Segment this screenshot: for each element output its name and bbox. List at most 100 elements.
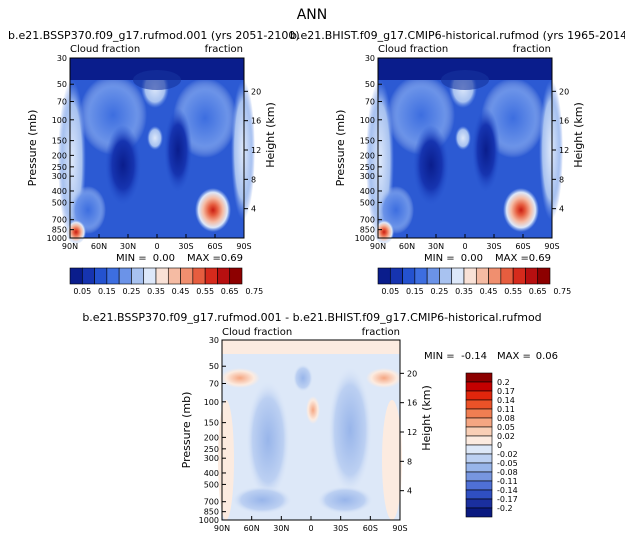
y-tick-label: 300	[360, 172, 375, 181]
y-tick-label: 150	[204, 419, 219, 428]
x-tick-label: 30N	[120, 242, 136, 251]
colorbar-swatch	[414, 267, 428, 285]
colorbar-swatch	[451, 267, 465, 285]
y-tick-label: 500	[52, 198, 67, 207]
cloud-fraction-label: Cloud fraction	[70, 44, 140, 55]
colorbar-label: 0.05	[381, 287, 399, 296]
y-tick-label: 850	[360, 226, 375, 235]
colorbar-swatch	[217, 267, 231, 285]
x-tick-label: 90S	[236, 242, 251, 251]
y-tick-label: 300	[52, 172, 67, 181]
colorbar-swatch	[131, 267, 145, 285]
max-label: MAX =	[495, 253, 529, 264]
colorbar-swatch	[465, 507, 493, 518]
colorbar: 0.20.170.140.110.080.050.020-0.02-0.05-0…	[465, 372, 518, 518]
warm-region	[66, 220, 86, 244]
y2-axis-label: Height (km)	[572, 102, 585, 168]
pale-region	[231, 80, 255, 220]
colorbar-label: 0.35	[455, 287, 473, 296]
colorbar-swatch	[94, 267, 108, 285]
cool-region	[232, 486, 292, 514]
max-value: 0.69	[529, 253, 551, 264]
panel-right: b.e21.BHIST.f09_g17.CMIP6-historical.ruf…	[290, 29, 625, 296]
colorbar-swatch	[118, 267, 132, 285]
y-tick-label: 500	[204, 480, 219, 489]
colorbar-swatch	[465, 462, 493, 473]
y-tick-label: 250	[52, 163, 67, 172]
y-tick-label: 50	[209, 362, 219, 371]
y-tick-label: 400	[52, 187, 67, 196]
colorbar-swatch	[465, 417, 493, 428]
colorbar-swatch	[475, 267, 489, 285]
fraction-label: fraction	[362, 327, 400, 338]
x-tick-label: 60N	[244, 524, 260, 533]
deep-region	[472, 108, 500, 192]
colorbar-swatch	[465, 480, 493, 491]
colorbar-swatch	[377, 267, 391, 285]
colorbar-swatch	[439, 267, 453, 285]
colorbar-label: -0.02	[497, 450, 518, 459]
colorbar-swatch	[143, 267, 157, 285]
x-tick-label: 60S	[363, 524, 378, 533]
y-tick-label: 400	[204, 469, 219, 478]
y2-tick-label: 12	[251, 146, 261, 155]
colorbar-swatch	[192, 267, 206, 285]
y-axis-label: Pressure (mb)	[180, 392, 193, 469]
colorbar-label: 0.15	[98, 287, 116, 296]
colorbar-swatch	[167, 267, 181, 285]
warm-region	[195, 188, 231, 232]
colorbar-label: -0.11	[497, 477, 518, 486]
colorbar-swatch	[465, 453, 493, 464]
deep-region	[378, 58, 552, 80]
x-tick-label: 0	[154, 242, 159, 251]
x-tick-label: 60S	[207, 242, 222, 251]
y-tick-label: 30	[365, 54, 375, 63]
colorbar-swatch	[465, 489, 493, 500]
max-value: 0.06	[536, 351, 558, 362]
min-label: MIN =	[116, 253, 147, 264]
y-tick-label: 100	[204, 398, 219, 407]
y-tick-label: 400	[360, 187, 375, 196]
y-tick-label: 700	[52, 216, 67, 225]
min-value: -0.14	[461, 351, 487, 362]
panel-title: b.e21.BSSP370.f09_g17.rufmod.001 - b.e21…	[82, 311, 541, 324]
fraction-label: fraction	[513, 44, 551, 55]
cool-region	[317, 486, 373, 514]
x-tick-label: 90N	[62, 242, 78, 251]
y-tick-label: 1000	[47, 234, 67, 243]
min-label: MIN =	[424, 253, 455, 264]
fraction-label: fraction	[205, 44, 243, 55]
pale-region	[455, 126, 471, 150]
colorbar-swatch	[512, 267, 526, 285]
y-tick-label: 250	[360, 163, 375, 172]
colorbar-swatch	[488, 267, 502, 285]
x-tick-label: 0	[308, 524, 313, 533]
colorbar-swatch	[69, 267, 83, 285]
x-tick-label: 30S	[486, 242, 501, 251]
colorbar: 0.05 0.15 0.25 0.35 0.45 0.55 0.65 0.75	[69, 267, 263, 296]
colorbar-swatch	[537, 267, 551, 285]
deep-region	[105, 125, 141, 205]
colorbar-swatch	[500, 267, 514, 285]
x-tick-label: 60N	[399, 242, 415, 251]
colorbar-label: 0.65	[221, 287, 239, 296]
tick-group: 90N 60N 30N 0 30S 60S 90S 30 50 70 100 150 200 250300…	[47, 54, 262, 251]
warm-region	[374, 220, 394, 244]
y-axis-label: Pressure (mb)	[334, 110, 347, 187]
y-tick-label: 300	[204, 454, 219, 463]
colorbar: 0.05 0.15 0.25 0.35 0.45 0.55 0.65 0.75	[377, 267, 571, 296]
max-label: MAX =	[187, 253, 221, 264]
colorbar-label: 0.14	[497, 396, 515, 405]
x-tick-label: 30N	[428, 242, 444, 251]
y-tick-label: 1000	[199, 516, 219, 525]
y2-tick-label: 12	[407, 428, 417, 437]
colorbar-label: 0.75	[245, 287, 263, 296]
cloud-fraction-label: Cloud fraction	[222, 327, 292, 338]
colorbar-swatch	[525, 267, 539, 285]
min-value: 0.00	[153, 253, 175, 264]
y2-tick-label: 20	[559, 87, 569, 96]
y-tick-label: 200	[360, 151, 375, 160]
panel-left: b.e21.BSSP370.f09_g17.rufmod.001 (yrs 20…	[8, 29, 300, 296]
colorbar-label: 0.65	[529, 287, 547, 296]
colorbar-label: 0.05	[497, 423, 515, 432]
